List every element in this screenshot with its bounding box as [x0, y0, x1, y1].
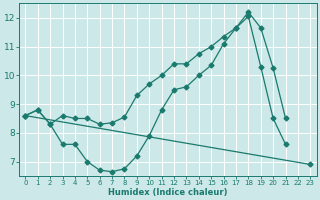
X-axis label: Humidex (Indice chaleur): Humidex (Indice chaleur) — [108, 188, 228, 197]
